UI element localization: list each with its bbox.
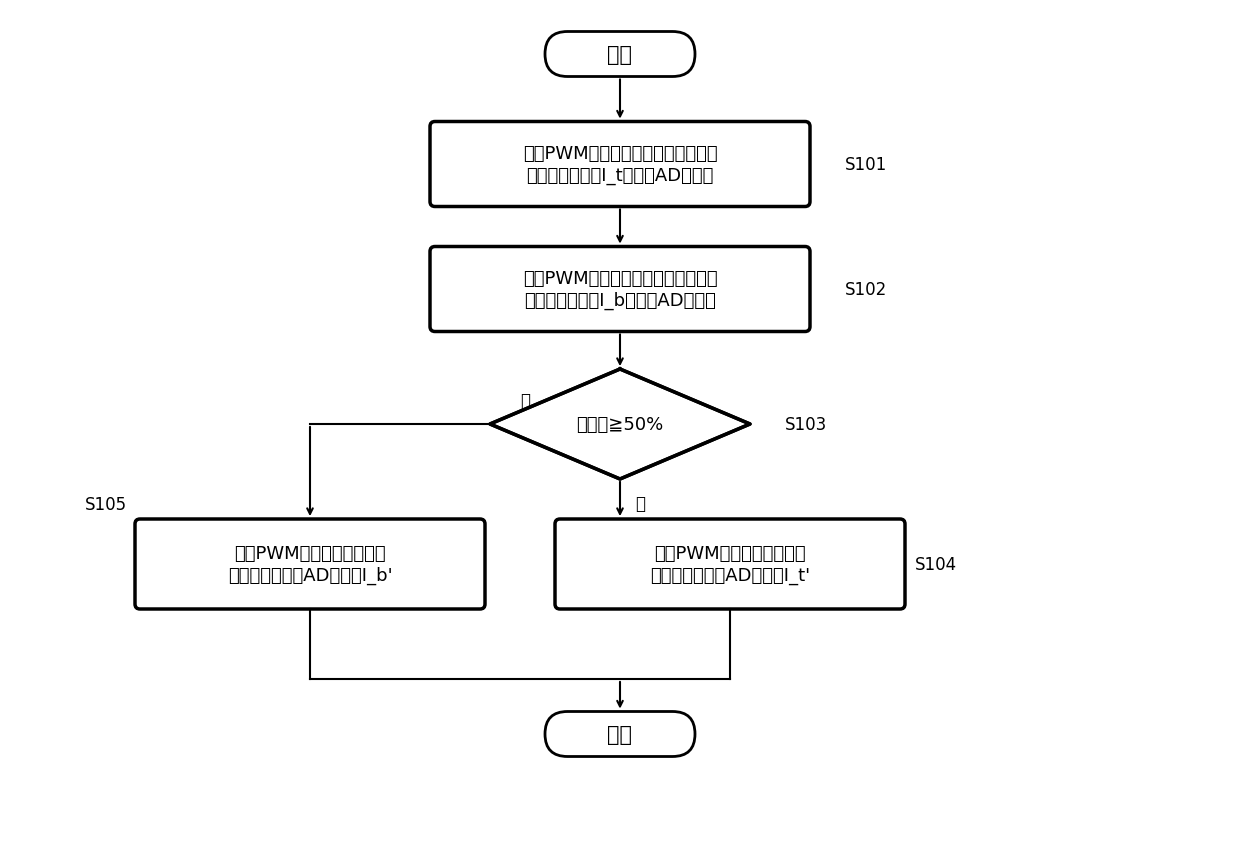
FancyBboxPatch shape	[546, 711, 694, 756]
Text: 占空比≧50%: 占空比≧50%	[577, 415, 663, 434]
FancyBboxPatch shape	[430, 122, 810, 208]
FancyBboxPatch shape	[556, 519, 905, 609]
Text: 是: 是	[635, 495, 645, 512]
Text: 在当PWM计数器值变成最小
值的定时处输出AD转换值I_b': 在当PWM计数器值变成最小 值的定时处输出AD转换值I_b'	[228, 545, 392, 584]
Text: 否: 否	[520, 392, 529, 409]
Text: 在当PWM计数器值变成最大值的定时
处将相位电流值I_t转换成AD转换值: 在当PWM计数器值变成最大值的定时 处将相位电流值I_t转换成AD转换值	[523, 145, 717, 184]
FancyBboxPatch shape	[135, 519, 485, 609]
Text: S102: S102	[844, 281, 888, 299]
FancyBboxPatch shape	[546, 32, 694, 78]
Text: S101: S101	[844, 156, 888, 174]
Text: S103: S103	[785, 415, 827, 434]
Text: 在当PWM计数器值变成最小值的定时
处将相位电流值I_b转换成AD转换值: 在当PWM计数器值变成最小值的定时 处将相位电流值I_b转换成AD转换值	[523, 270, 717, 309]
FancyBboxPatch shape	[430, 247, 810, 332]
Polygon shape	[490, 370, 750, 479]
Text: 结束: 结束	[608, 724, 632, 744]
Text: 开始: 开始	[608, 45, 632, 65]
Text: 在当PWM计数器值变成最大
值的定时处输出AD转换值I_t': 在当PWM计数器值变成最大 值的定时处输出AD转换值I_t'	[650, 545, 810, 584]
Text: S104: S104	[915, 555, 957, 573]
Text: S105: S105	[86, 495, 128, 513]
